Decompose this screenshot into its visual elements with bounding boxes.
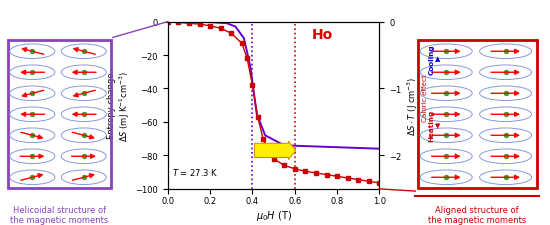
Text: ▼: ▼ bbox=[435, 123, 441, 129]
Text: $\Delta S \cdot T$ (J cm$^{-3}$): $\Delta S \cdot T$ (J cm$^{-3}$) bbox=[405, 76, 420, 135]
X-axis label: $\mu_0H$ (T): $\mu_0H$ (T) bbox=[256, 208, 292, 222]
FancyArrow shape bbox=[255, 142, 296, 160]
Text: Aligned structure of
the magnetic moments: Aligned structure of the magnetic moment… bbox=[428, 205, 526, 224]
Text: Caloric effect: Caloric effect bbox=[422, 74, 427, 121]
Text: ▲: ▲ bbox=[435, 56, 441, 62]
Text: Helicoidal structure of
the magnetic moments: Helicoidal structure of the magnetic mom… bbox=[10, 205, 108, 224]
Text: Heating: Heating bbox=[429, 110, 434, 142]
Text: Ho: Ho bbox=[312, 28, 333, 42]
Y-axis label: Entropy change
$\Delta S$ (mJ K$^{-1}$cm$^{-3}$): Entropy change $\Delta S$ (mJ K$^{-1}$cm… bbox=[107, 70, 133, 141]
Text: Cooling: Cooling bbox=[429, 44, 434, 74]
Text: $T$ = 27.3 K: $T$ = 27.3 K bbox=[172, 167, 218, 178]
